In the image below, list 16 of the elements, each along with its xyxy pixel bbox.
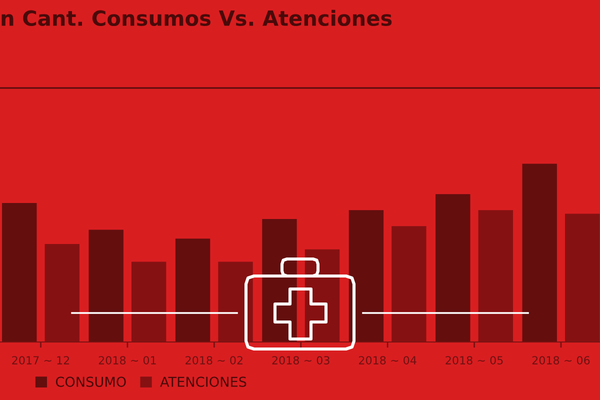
legend-label: CONSUMO	[56, 376, 126, 387]
x-tick-label: 2017 ~ 12	[12, 356, 70, 364]
bar	[88, 230, 124, 342]
bar	[2, 202, 37, 342]
x-tick-label: 2018 ~ 03	[272, 356, 330, 364]
bar	[436, 194, 470, 342]
x-tick-label: 2018 ~ 02	[186, 356, 242, 364]
x-tick-label: 2018 ~ 04	[358, 356, 416, 364]
x-tick-label: 2018 ~ 01	[98, 356, 156, 364]
bar	[348, 210, 384, 342]
bar	[522, 164, 557, 342]
chart-title: n Cant. Consumos Vs. Atenciones	[2, 10, 392, 26]
x-tick-label: 2018 ~ 05	[446, 356, 503, 364]
x-tick-label: 2018 ~ 06	[532, 356, 590, 364]
legend-label: ATENCIONES	[160, 376, 246, 387]
bar	[175, 238, 210, 342]
